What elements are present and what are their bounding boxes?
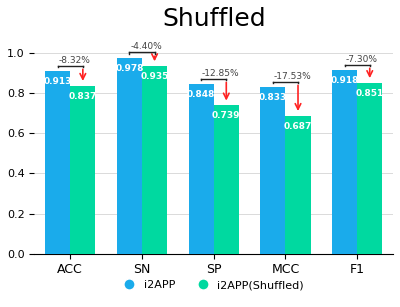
Bar — [332, 70, 357, 254]
Text: -17.53%: -17.53% — [274, 72, 311, 80]
Text: 0.913: 0.913 — [44, 76, 72, 86]
Text: 0.918: 0.918 — [330, 76, 359, 84]
Text: -4.40%: -4.40% — [130, 42, 162, 52]
Text: 0.833: 0.833 — [259, 93, 287, 102]
Text: 0.848: 0.848 — [187, 90, 215, 99]
Text: 0.837: 0.837 — [69, 92, 97, 101]
Text: 0.935: 0.935 — [140, 72, 169, 81]
Text: 0.978: 0.978 — [115, 64, 144, 72]
Text: 0.851: 0.851 — [356, 89, 384, 98]
Legend: i2APP, i2APP(Shuffled): i2APP, i2APP(Shuffled) — [118, 274, 310, 296]
Bar — [117, 57, 142, 254]
Bar — [70, 86, 95, 254]
Text: -12.85%: -12.85% — [202, 68, 240, 78]
Title: Shuffled: Shuffled — [162, 7, 266, 31]
Bar — [286, 116, 310, 254]
Bar — [189, 84, 214, 254]
Bar — [357, 83, 382, 254]
Bar — [142, 66, 167, 254]
Text: -7.30%: -7.30% — [345, 55, 377, 64]
Text: 0.687: 0.687 — [284, 122, 312, 131]
Bar — [45, 71, 70, 254]
Bar — [260, 87, 286, 254]
Text: 0.739: 0.739 — [212, 111, 240, 120]
Bar — [214, 105, 239, 254]
Text: -8.32%: -8.32% — [58, 56, 90, 64]
